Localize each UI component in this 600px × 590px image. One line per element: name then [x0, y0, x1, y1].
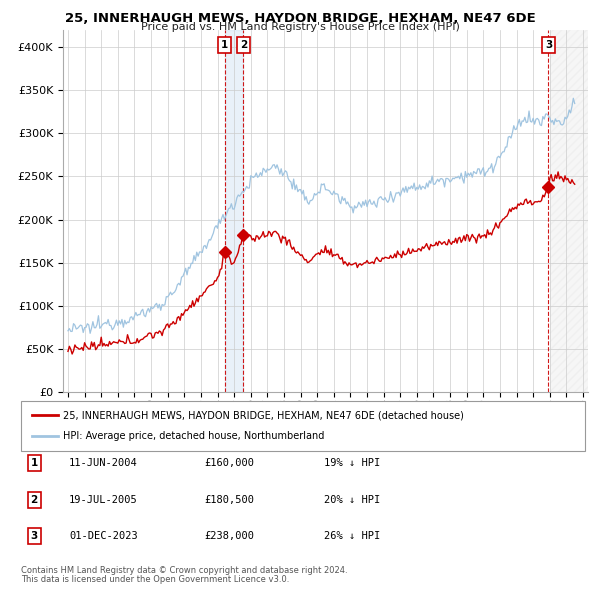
Text: 1: 1	[221, 40, 229, 50]
FancyBboxPatch shape	[21, 401, 585, 451]
Text: 1: 1	[31, 458, 38, 468]
Text: 2: 2	[31, 495, 38, 504]
Text: Price paid vs. HM Land Registry's House Price Index (HPI): Price paid vs. HM Land Registry's House …	[140, 22, 460, 32]
Text: £180,500: £180,500	[204, 495, 254, 504]
Text: 25, INNERHAUGH MEWS, HAYDON BRIDGE, HEXHAM, NE47 6DE (detached house): 25, INNERHAUGH MEWS, HAYDON BRIDGE, HEXH…	[64, 410, 464, 420]
Text: This data is licensed under the Open Government Licence v3.0.: This data is licensed under the Open Gov…	[21, 575, 289, 584]
Text: 19-JUL-2005: 19-JUL-2005	[69, 495, 138, 504]
Text: 26% ↓ HPI: 26% ↓ HPI	[324, 532, 380, 541]
Text: HPI: Average price, detached house, Northumberland: HPI: Average price, detached house, Nort…	[64, 431, 325, 441]
Text: £238,000: £238,000	[204, 532, 254, 541]
Bar	[550, 30, 588, 392]
Text: £160,000: £160,000	[204, 458, 254, 468]
Text: 25, INNERHAUGH MEWS, HAYDON BRIDGE, HEXHAM, NE47 6DE: 25, INNERHAUGH MEWS, HAYDON BRIDGE, HEXH…	[65, 12, 535, 25]
Text: 01-DEC-2023: 01-DEC-2023	[69, 532, 138, 541]
Text: 11-JUN-2004: 11-JUN-2004	[69, 458, 138, 468]
Text: Contains HM Land Registry data © Crown copyright and database right 2024.: Contains HM Land Registry data © Crown c…	[21, 566, 347, 575]
Text: 20% ↓ HPI: 20% ↓ HPI	[324, 495, 380, 504]
Text: 19% ↓ HPI: 19% ↓ HPI	[324, 458, 380, 468]
Text: 2: 2	[239, 40, 247, 50]
Text: 3: 3	[545, 40, 552, 50]
Text: 3: 3	[31, 532, 38, 541]
Bar	[225, 30, 243, 392]
